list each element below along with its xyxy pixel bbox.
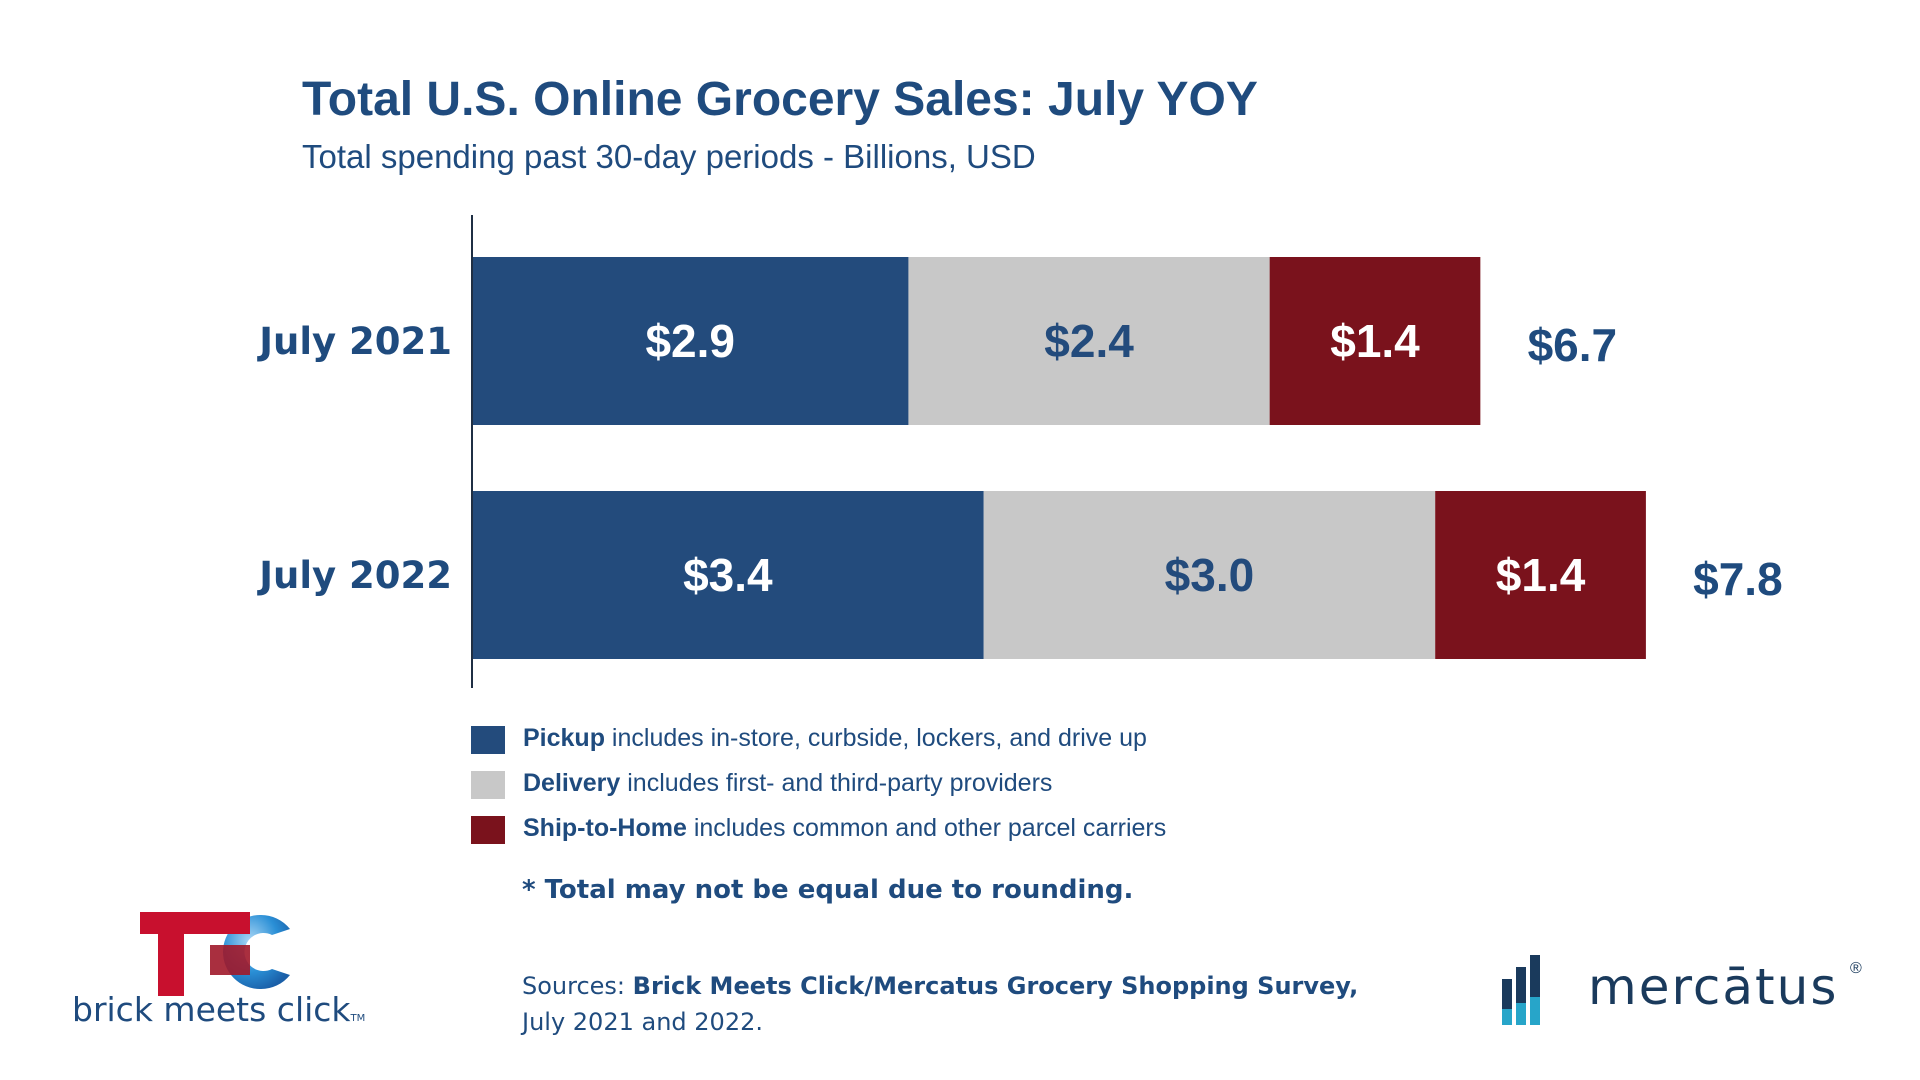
bar-ship-to-home-july-2022	[1435, 491, 1646, 659]
brick-meets-click-logo-icon	[140, 912, 290, 996]
legend-swatch-ship	[471, 816, 505, 844]
bar-delivery-july-2022	[983, 491, 1436, 659]
legend-label-delivery: Delivery	[523, 769, 621, 797]
legend-swatch-delivery	[471, 771, 505, 799]
sources-prefix: Sources:	[522, 972, 633, 1000]
category-label-july-2022: July 2022	[256, 554, 452, 597]
data-label-delivery-july-2021: $2.4	[1044, 315, 1134, 367]
rounding-note: * Total may not be equal due to rounding…	[522, 875, 1134, 905]
legend-desc-delivery: includes first- and third-party provider…	[620, 769, 1053, 797]
bar-delivery-july-2021	[908, 257, 1270, 425]
bar-pickup-july-2022	[472, 491, 984, 659]
legend-desc-pickup: includes in-store, curbside, lockers, an…	[604, 724, 1147, 752]
legend-text-pickup: Pickup includes in-store, curbside, lock…	[523, 724, 1147, 753]
sources-line2: July 2021 and 2022.	[522, 1008, 763, 1036]
bar-pickup-july-2021	[472, 257, 909, 425]
legend-text-ship: Ship-to-Home includes common and other p…	[523, 814, 1166, 843]
legend-desc-ship: includes common and other parcel carrier…	[686, 814, 1167, 842]
data-label-delivery-july-2022: $3.0	[1165, 549, 1255, 601]
legend-swatch-pickup	[471, 726, 505, 754]
sources-bold: Brick Meets Click/Mercatus Grocery Shopp…	[632, 972, 1359, 1000]
mercatus-wordmark: mercātus	[1588, 958, 1839, 1016]
data-label-ship-to-home-july-2022: $1.4	[1496, 549, 1586, 601]
bmc-text: brick meets click	[72, 990, 351, 1029]
total-label-july-2021: $6.7	[1528, 319, 1618, 371]
bar-ship-to-home-july-2021	[1269, 257, 1481, 425]
brick-meets-click-wordmark: brick meets clickTM	[72, 990, 365, 1029]
mercatus-bars-icon	[1502, 955, 1540, 1025]
data-label-pickup-july-2021: $2.9	[645, 315, 735, 367]
legend-label-pickup: Pickup	[523, 724, 605, 752]
total-label-july-2022: $7.8	[1693, 553, 1783, 605]
legend-label-ship: Ship-to-Home	[523, 814, 687, 842]
chart-subtitle: Total spending past 30-day periods - Bil…	[302, 138, 1036, 175]
category-label-july-2021: July 2021	[256, 320, 452, 363]
bmc-tm: TM	[350, 1013, 366, 1024]
data-label-ship-to-home-july-2021: $1.4	[1330, 315, 1420, 367]
chart-title: Total U.S. Online Grocery Sales: July YO…	[302, 73, 1258, 126]
sources: Sources: Brick Meets Click/Mercatus Groc…	[522, 968, 1358, 1040]
legend-text-delivery: Delivery includes first- and third-party…	[523, 769, 1052, 798]
data-label-pickup-july-2022: $3.4	[683, 549, 773, 601]
mercatus-registered-mark: ®	[1850, 960, 1862, 977]
